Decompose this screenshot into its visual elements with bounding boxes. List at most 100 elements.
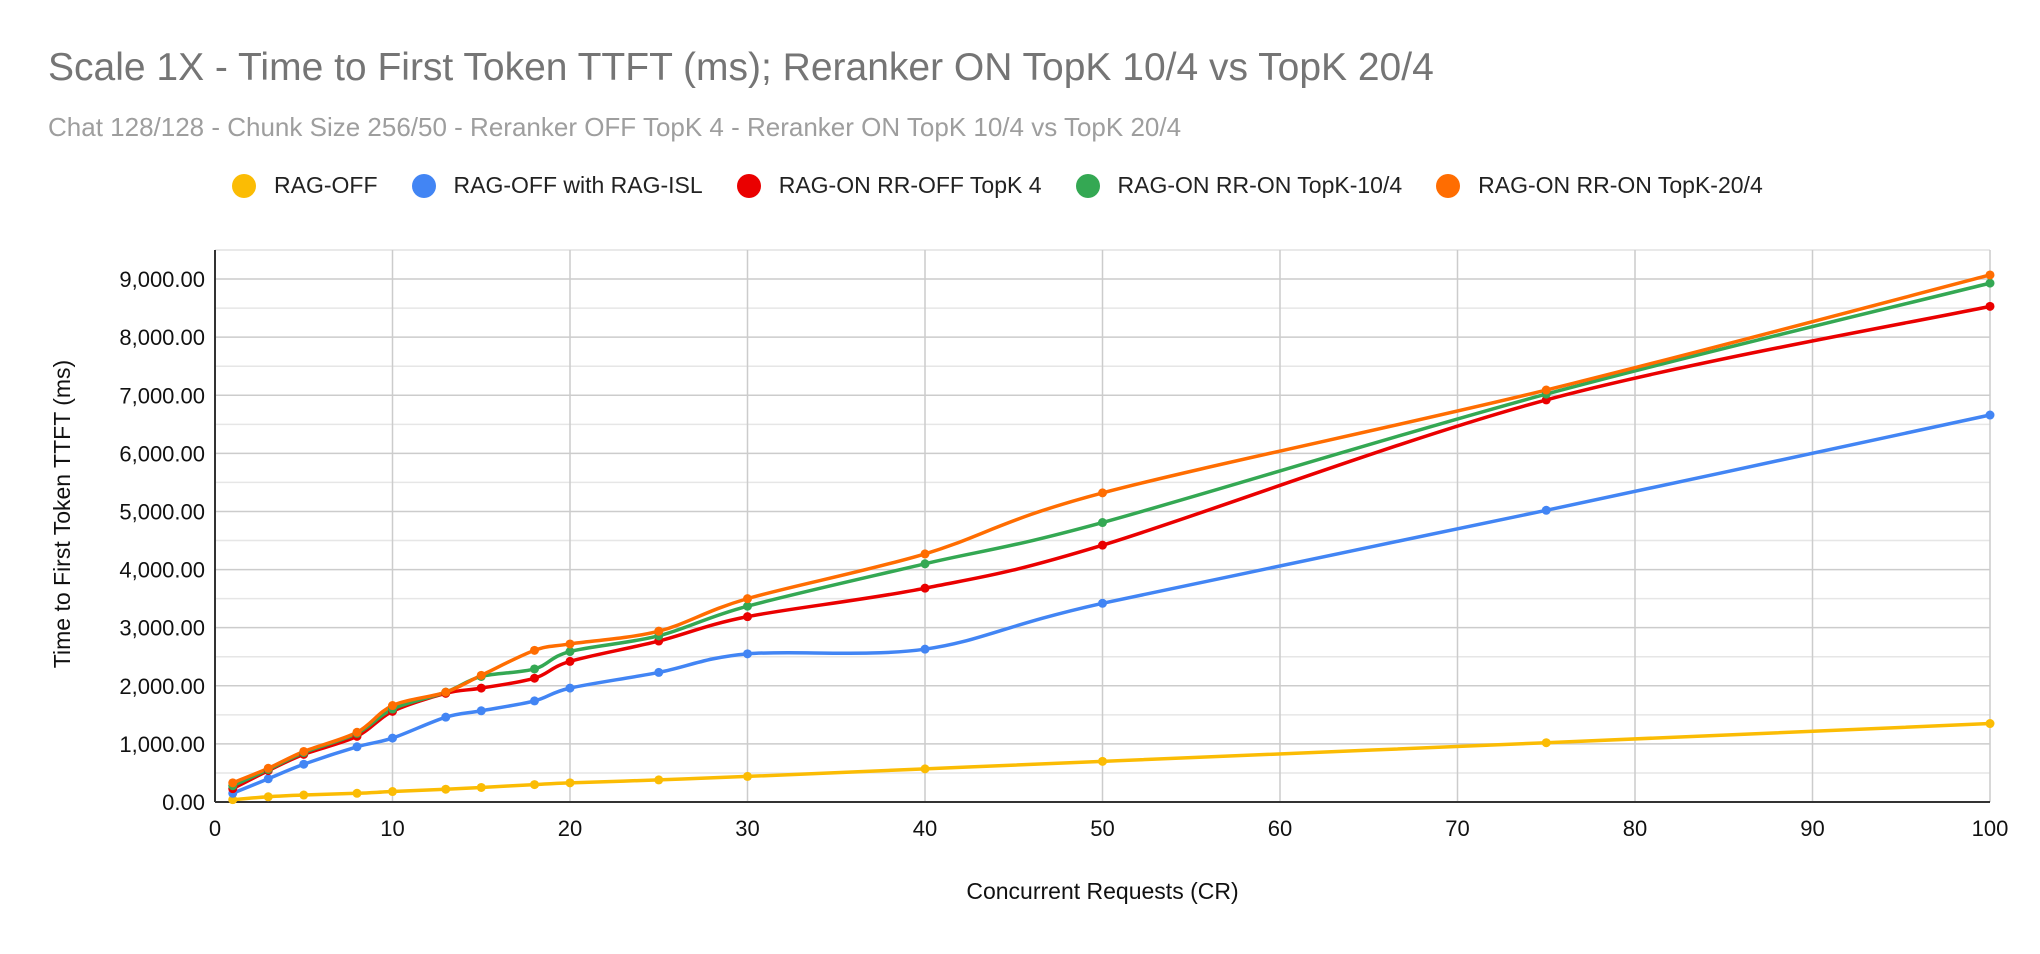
legend-item-rag-on-rr-off-topk4[interactable]: RAG-ON RR-OFF TopK 4 xyxy=(736,172,1042,199)
data-point xyxy=(299,790,309,800)
data-point xyxy=(1098,598,1107,608)
data-point xyxy=(530,664,539,674)
y-axis-title: Time to First Token TTFT (ms) xyxy=(49,360,75,668)
data-point xyxy=(476,683,486,693)
legend-label: RAG-OFF xyxy=(274,172,378,198)
data-point xyxy=(654,775,664,785)
data-point xyxy=(1541,505,1551,515)
x-tick-label: 20 xyxy=(558,816,582,841)
x-tick-label: 80 xyxy=(1623,816,1647,841)
chart-series-points xyxy=(228,270,1995,805)
y-tick-label: 8,000.00 xyxy=(119,325,205,350)
data-point xyxy=(920,764,930,774)
y-tick-label: 1,000.00 xyxy=(119,732,205,757)
data-point xyxy=(530,780,539,790)
data-point xyxy=(565,647,575,657)
data-point xyxy=(1985,719,1995,729)
data-point xyxy=(1985,270,1995,280)
y-tick-label: 0.00 xyxy=(162,790,205,815)
data-point xyxy=(228,795,238,805)
data-point xyxy=(530,673,539,683)
legend-marker xyxy=(411,173,436,198)
legend-item-rag-on-rr-on-topk-20-4[interactable]: RAG-ON RR-ON TopK-20/4 xyxy=(1436,172,1763,199)
chart-title: Scale 1X - Time to First Token TTFT (ms)… xyxy=(48,46,1434,89)
data-point xyxy=(1541,385,1551,395)
data-point xyxy=(530,645,539,655)
y-tick-label: 5,000.00 xyxy=(119,499,205,524)
data-point xyxy=(263,774,273,784)
data-point xyxy=(228,778,238,788)
y-tick-label: 4,000.00 xyxy=(119,558,205,583)
data-point xyxy=(388,733,397,743)
data-point xyxy=(1985,278,1995,288)
data-point xyxy=(476,782,486,792)
x-tick-label: 90 xyxy=(1800,816,1824,841)
data-point xyxy=(388,701,397,711)
x-tick-label: 50 xyxy=(1090,816,1114,841)
y-tick-label: 6,000.00 xyxy=(119,441,205,466)
chart-subtitle: Chat 128/128 - Chunk Size 256/50 - Reran… xyxy=(48,112,1182,142)
x-tick-label: 100 xyxy=(1972,816,2009,841)
legend-label: RAG-OFF with RAG-ISL xyxy=(453,172,703,198)
data-point xyxy=(920,583,930,593)
data-point xyxy=(1098,488,1107,498)
data-point xyxy=(352,788,362,798)
legend-item-rag-off[interactable]: RAG-OFF xyxy=(232,172,378,199)
data-point xyxy=(263,792,273,802)
data-point xyxy=(1541,738,1551,748)
data-point xyxy=(299,746,309,756)
y-tick-label: 7,000.00 xyxy=(119,383,205,408)
data-point xyxy=(920,644,930,654)
data-point xyxy=(565,778,575,788)
data-point xyxy=(743,612,752,622)
y-tick-label: 9,000.00 xyxy=(119,267,205,292)
x-tick-label: 60 xyxy=(1268,816,1292,841)
data-point xyxy=(352,727,362,737)
data-point xyxy=(263,763,273,773)
chart-legend: RAG-OFF RAG-OFF with RAG-ISL RAG-ON RR-O… xyxy=(232,172,1797,199)
data-point xyxy=(441,712,451,722)
data-point xyxy=(1985,410,1995,420)
data-point xyxy=(565,639,575,649)
series-line xyxy=(232,721,1991,802)
data-point xyxy=(476,706,486,716)
data-point xyxy=(299,759,309,769)
chart-tick-labels: 0.00 1,000.00 2,000.00 3,000.00 4,000.00 5,00… xyxy=(119,267,2008,841)
data-point xyxy=(530,696,539,706)
legend-marker xyxy=(232,173,256,198)
data-point xyxy=(388,787,397,797)
chart-axes xyxy=(214,250,1990,803)
data-point xyxy=(476,670,486,680)
data-point xyxy=(920,549,930,559)
data-point xyxy=(743,601,752,611)
chart-series-lines xyxy=(231,273,1991,802)
x-axis-title: Concurrent Requests (CR) xyxy=(966,878,1238,904)
data-point xyxy=(743,594,752,604)
data-point xyxy=(743,649,752,659)
y-tick-label: 2,000.00 xyxy=(119,674,205,699)
data-point xyxy=(565,656,575,666)
x-tick-label: 0 xyxy=(209,816,221,841)
data-point xyxy=(654,626,664,636)
data-point xyxy=(1098,518,1107,528)
legend-label: RAG-ON RR-ON TopK-10/4 xyxy=(1117,172,1403,198)
chart-gridlines xyxy=(215,249,1991,802)
legend-item-rag-off-with-rag-isl[interactable]: RAG-OFF with RAG-ISL xyxy=(411,172,703,199)
data-point xyxy=(441,687,451,697)
legend-item-rag-on-rr-on-topk-10-4[interactable]: RAG-ON RR-ON TopK-10/4 xyxy=(1075,172,1403,199)
data-point xyxy=(743,771,752,781)
data-point xyxy=(920,559,930,569)
data-point xyxy=(565,683,575,693)
data-point xyxy=(1985,301,1995,311)
legend-label: RAG-ON RR-OFF TopK 4 xyxy=(778,172,1042,198)
x-tick-label: 70 xyxy=(1445,816,1469,841)
legend-marker xyxy=(1075,173,1100,198)
series-line xyxy=(231,304,1991,791)
legend-marker xyxy=(736,173,761,198)
data-point xyxy=(441,784,451,794)
data-point xyxy=(352,742,362,752)
data-point xyxy=(1098,756,1107,766)
legend-marker xyxy=(1436,173,1461,198)
data-point xyxy=(654,667,664,677)
